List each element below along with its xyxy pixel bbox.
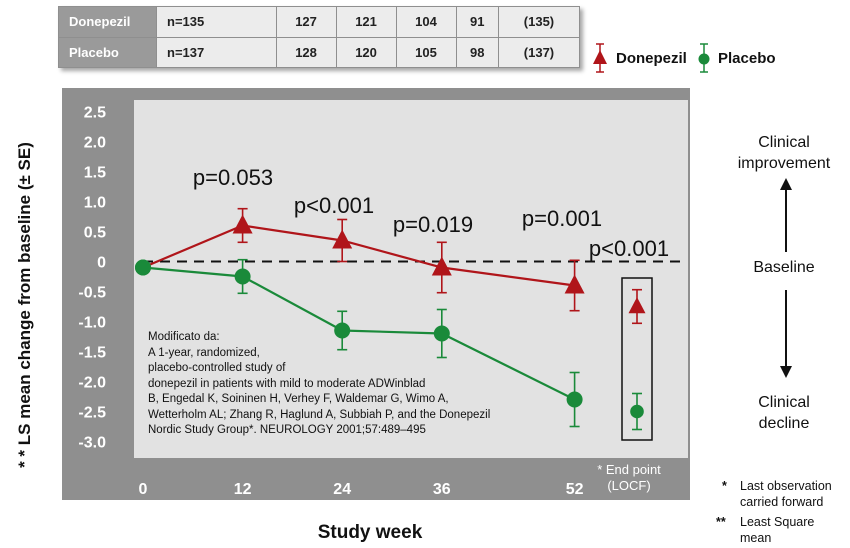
- footnote-text: Least Square: [740, 515, 815, 529]
- table-cell: 127: [275, 6, 337, 38]
- footnote-locf: * Last observation carried forward: [722, 478, 846, 510]
- y-tick-label: -1.0: [78, 315, 106, 332]
- table-cell: 98: [455, 36, 499, 68]
- x-tick-label: 12: [234, 481, 252, 498]
- footnote-ls-mean: ** Least Square mean: [716, 514, 846, 546]
- table-cell: (137): [497, 36, 581, 68]
- legend: Donepezil Placebo: [590, 42, 840, 82]
- y-tick-label: -2.0: [78, 375, 106, 392]
- down-arrow-icon: [780, 290, 792, 378]
- p-value-annotation: p=0.019: [393, 212, 473, 237]
- table-cell: 91: [455, 6, 499, 38]
- footnote-text: Last observation: [740, 479, 832, 493]
- data-point: [234, 268, 251, 285]
- y-tick-label: 2.5: [84, 105, 106, 122]
- citation-line: A 1-year, randomized,: [148, 346, 260, 359]
- x-axis-label: Study week: [317, 522, 423, 543]
- end-point-box: [621, 277, 653, 441]
- plot-area: [134, 100, 688, 458]
- end-point-label: * End point (LOCF): [582, 462, 676, 494]
- data-point: [431, 256, 452, 276]
- table-row: Placebo n=137 128 120 105 98 (137): [58, 36, 581, 68]
- y-tick-label: -0.5: [78, 285, 106, 302]
- y-tick-label: 1.5: [84, 165, 106, 182]
- data-point: [566, 391, 583, 408]
- x-tick-label: 36: [433, 481, 451, 498]
- data-point: [334, 322, 351, 339]
- citation-line: B, Engedal K, Soininen H, Verhey F, Wald…: [148, 393, 449, 405]
- decline-line: Clinical: [758, 394, 810, 411]
- p-value-annotation: p=0.053: [193, 165, 273, 190]
- citation-line: donepezil in patients with mild to moder…: [148, 377, 426, 390]
- citation-line: Modificato da:: [148, 331, 220, 343]
- x-tick-label: 24: [333, 481, 351, 498]
- series-placebo: [135, 258, 644, 431]
- legend-placebo-marker: [698, 43, 710, 73]
- table-cell: 120: [335, 36, 397, 68]
- x-tick-label: 0: [139, 481, 148, 498]
- p-value-annotation: p<0.001: [589, 236, 669, 261]
- y-tick-label: 0.5: [84, 225, 106, 242]
- up-arrow-icon: [780, 178, 792, 252]
- end-point-marker: [628, 297, 646, 314]
- y-tick-label: -2.5: [78, 405, 106, 422]
- y-tick-label: -3.0: [78, 435, 106, 452]
- row-label: Placebo: [58, 36, 157, 68]
- data-point: [564, 274, 585, 294]
- table-cell: n=137: [156, 36, 277, 68]
- citation-line: Wetterholm AL; Zhang R, Haglund A, Subbi…: [148, 408, 491, 421]
- decline-line: decline: [758, 415, 810, 432]
- table-cell: 128: [275, 36, 337, 68]
- source-citation: Modificato da: A 1-year, randomized, pla…: [148, 330, 508, 439]
- end-point-marker: [630, 404, 644, 419]
- footnote-text: mean: [740, 531, 772, 545]
- legend-label-donepezil: Donepezil: [616, 50, 687, 67]
- p-value-annotation: p<0.001: [294, 193, 374, 218]
- y-tick-label: 2.0: [84, 135, 106, 152]
- end-point-line: (LOCF): [607, 478, 651, 493]
- table-row: Donepezil n=135 127 121 104 91 (135): [58, 6, 581, 38]
- footnote-text: carried forward: [740, 495, 824, 509]
- sample-size-table: Donepezil n=135 127 121 104 91 (135) Pla…: [58, 6, 581, 68]
- improvement-line: Clinical: [758, 134, 810, 151]
- footnote-mark: **: [716, 515, 726, 529]
- p-value-annotation: p=0.001: [522, 206, 602, 231]
- data-point: [433, 325, 450, 342]
- citation-line: placebo-controlled study of: [148, 362, 286, 374]
- legend-label-placebo: Placebo: [718, 50, 776, 67]
- legend-donepezil-marker: [593, 43, 607, 73]
- data-point: [135, 259, 151, 276]
- y-tick-label: 0: [97, 255, 106, 272]
- table-cell: n=135: [156, 6, 277, 38]
- y-tick-label: 1.0: [84, 195, 106, 212]
- row-label: Donepezil: [58, 6, 157, 38]
- table-cell: 121: [335, 6, 397, 38]
- y-tick-label: -1.5: [78, 345, 106, 362]
- data-point: [332, 229, 353, 249]
- improvement-line: improvement: [737, 155, 831, 172]
- baseline-label: Baseline: [753, 259, 815, 276]
- table-cell: 105: [395, 36, 457, 68]
- x-tick-label: 52: [566, 481, 584, 498]
- citation-line: Nordic Study Group*. NEUROLOGY 2001;57:4…: [148, 424, 426, 436]
- clinical-improvement-label: Clinical improvement: [722, 132, 846, 174]
- clinical-decline-label: Clinical decline: [722, 392, 846, 434]
- table-cell: (135): [497, 6, 581, 38]
- end-point-line: * End point: [597, 462, 661, 477]
- footnote-mark: *: [722, 479, 727, 493]
- y-axis-label: * * LS mean change from baseline (± SE): [15, 142, 34, 468]
- data-point: [232, 214, 253, 234]
- table-cell: 104: [395, 6, 457, 38]
